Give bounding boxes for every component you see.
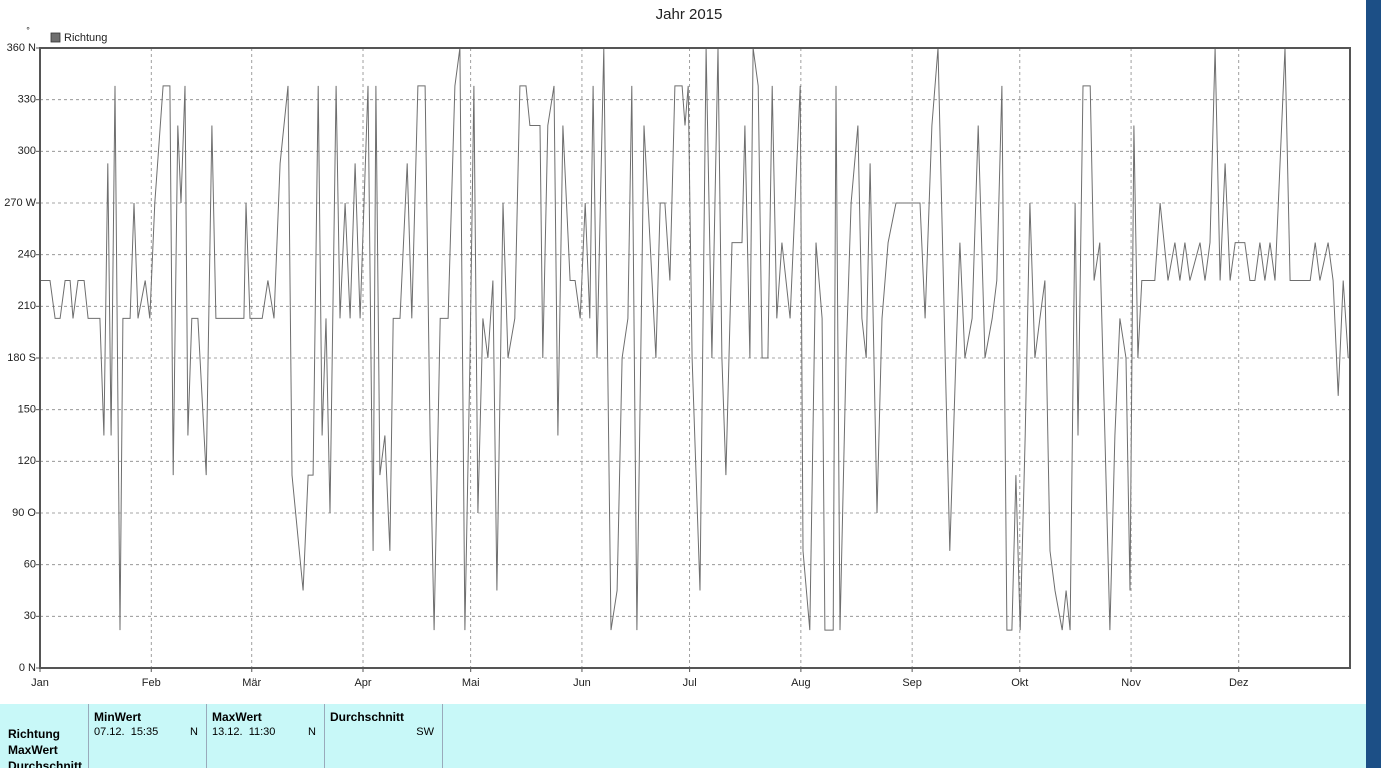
y-tick-label: 150 xyxy=(18,404,36,416)
column-time: 07.12. 15:35 xyxy=(94,726,159,738)
summary-panel: Richtung MaxWert Durchschnitt MinWert 07… xyxy=(0,704,1366,768)
chart-title: Jahr 2015 xyxy=(656,6,723,23)
summary-column: Durchschnitt SW xyxy=(324,704,443,768)
x-tick-label: Feb xyxy=(142,677,161,689)
y-tick-label: 0 N xyxy=(19,662,36,674)
legend-label: Richtung xyxy=(64,32,107,44)
chart: Jahr 2015 ° 0 N 30 60 90 O 120 150 180 S 210 240… xyxy=(4,6,1351,689)
y-tick-label: 180 S xyxy=(7,352,36,364)
x-tick-label: Dez xyxy=(1229,677,1249,689)
x-tick-label: Nov xyxy=(1121,677,1141,689)
column-direction: N xyxy=(308,726,316,738)
x-tick-label: Mär xyxy=(242,677,261,689)
y-tick-label: 300 xyxy=(18,145,36,157)
plot-frame xyxy=(39,47,1351,669)
x-tick-label: Jun xyxy=(573,677,591,689)
data-line xyxy=(40,47,1349,631)
x-tick-label: Mai xyxy=(462,677,480,689)
column-direction: N xyxy=(190,726,198,738)
legend-swatch xyxy=(50,32,61,43)
window-edge xyxy=(1366,0,1381,768)
column-title: MaxWert xyxy=(212,710,262,724)
row-label: Durchschnitt xyxy=(8,759,83,768)
column-title: MinWert xyxy=(94,710,142,724)
summary-column: MinWert 07.12. 15:35 N xyxy=(88,704,207,768)
y-tick-label: 90 O xyxy=(12,507,36,519)
x-tick-label: Jul xyxy=(683,677,697,689)
y-tick-label: 30 xyxy=(24,610,36,622)
summary-column: MaxWert 13.12. 11:30 N xyxy=(206,704,325,768)
row-label: Richtung xyxy=(8,727,60,741)
x-tick-label: Aug xyxy=(791,677,811,689)
row-label: MaxWert xyxy=(8,743,58,757)
y-unit: ° xyxy=(26,25,30,35)
y-tick-label: 330 xyxy=(18,94,36,106)
column-direction: SW xyxy=(416,726,434,738)
y-tick-label: 240 xyxy=(18,249,36,261)
y-tick-label: 360 N xyxy=(7,42,36,54)
y-tick-label: 120 xyxy=(18,455,36,467)
column-time: 13.12. 11:30 xyxy=(212,726,276,738)
y-tick-label: 270 W xyxy=(4,197,36,209)
x-tick-label: Apr xyxy=(354,677,371,689)
y-tick-label: 210 xyxy=(18,300,36,312)
row-labels: Richtung MaxWert Durchschnitt xyxy=(8,726,82,768)
y-tick-label: 60 xyxy=(24,559,36,571)
x-tick-label: Jan xyxy=(31,677,49,689)
column-title: Durchschnitt xyxy=(330,710,405,724)
x-tick-label: Sep xyxy=(902,677,922,689)
x-tick-label: Okt xyxy=(1011,677,1028,689)
